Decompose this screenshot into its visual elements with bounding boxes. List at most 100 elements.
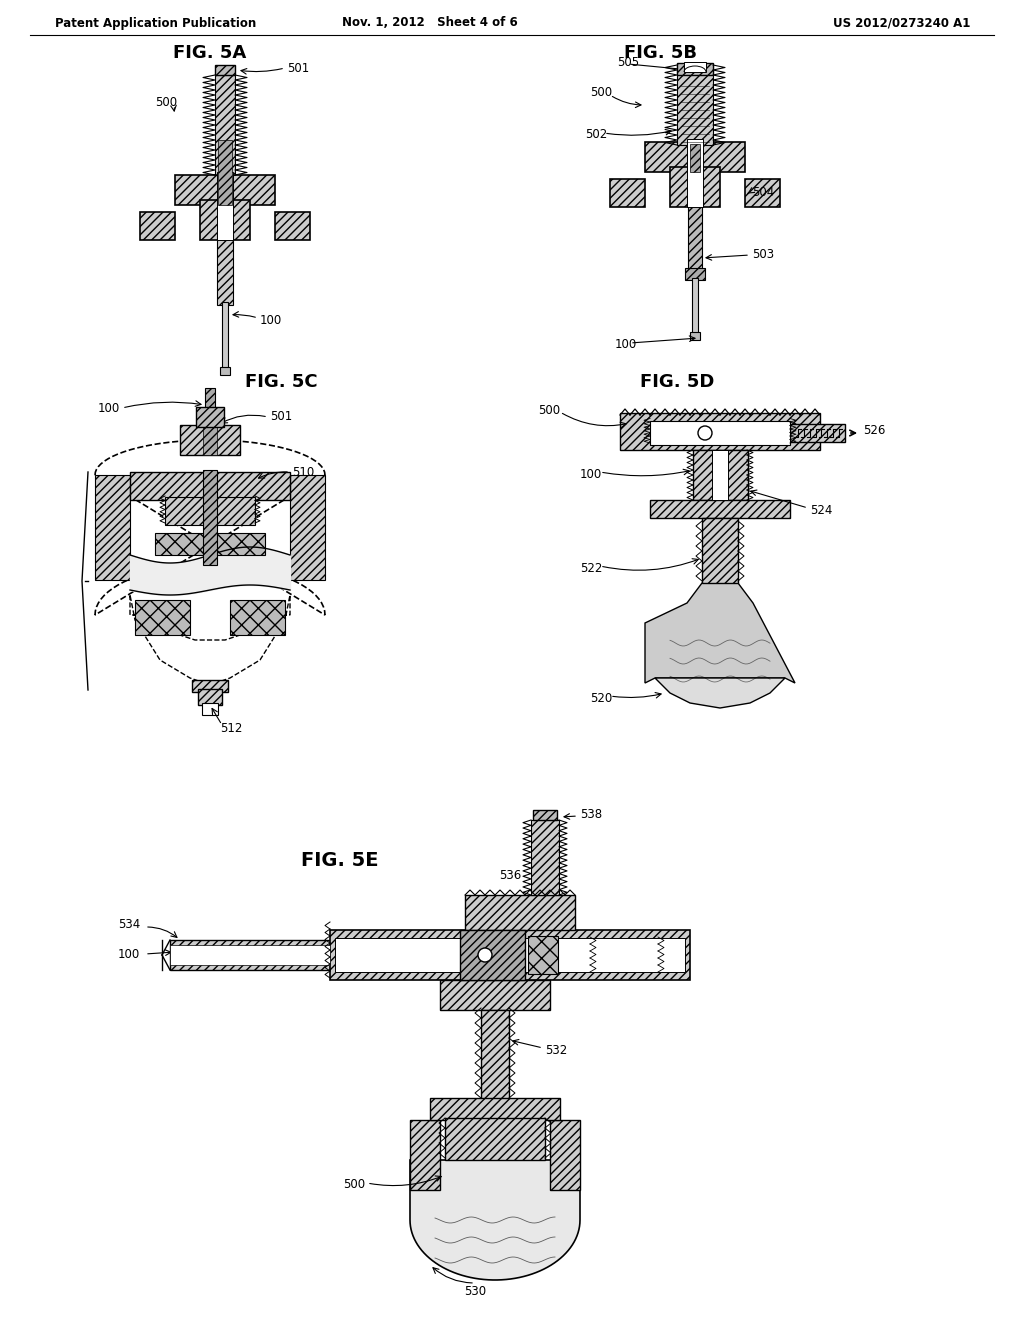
Text: Nov. 1, 2012   Sheet 4 of 6: Nov. 1, 2012 Sheet 4 of 6 [342,16,518,29]
Text: FIG. 5D: FIG. 5D [640,374,715,391]
Bar [650,500,790,517]
Text: FIG. 5B: FIG. 5B [624,44,696,62]
Text: FIG. 5C: FIG. 5C [245,374,317,391]
Bar [685,268,705,280]
Bar [275,213,310,240]
Bar [531,820,559,895]
Bar [620,413,820,450]
Text: 500: 500 [538,404,560,417]
Bar [222,302,228,370]
Text: US 2012/0273240 A1: US 2012/0273240 A1 [833,16,970,29]
Circle shape [698,426,712,440]
Bar [198,689,222,705]
Bar [430,1098,560,1119]
Text: 536: 536 [499,869,521,882]
Text: 510: 510 [292,466,314,479]
Bar [215,533,265,554]
Bar [481,1010,509,1100]
Bar [445,1118,545,1160]
Bar [335,939,685,972]
Bar [140,213,175,240]
Text: 501: 501 [270,411,292,424]
Text: 100: 100 [580,469,602,482]
Bar [465,895,575,931]
Bar [650,421,790,445]
Bar [220,367,230,375]
Bar [170,940,330,970]
Text: 512: 512 [220,722,243,734]
Text: FIG. 5E: FIG. 5E [301,850,379,870]
Text: 526: 526 [863,424,886,437]
Text: 532: 532 [545,1044,567,1056]
Bar [645,143,745,172]
Bar [218,140,232,205]
Bar [202,704,218,715]
Text: 502: 502 [585,128,607,141]
Bar [203,470,217,565]
Text: 100: 100 [260,314,283,326]
Bar [745,180,780,207]
Polygon shape [95,475,130,579]
Bar [440,979,550,1010]
Bar [165,498,255,525]
Text: 530: 530 [464,1284,486,1298]
Text: 505: 505 [617,55,639,69]
Bar [690,333,700,341]
Bar [217,172,233,240]
Polygon shape [410,1160,580,1280]
Text: 500: 500 [155,95,177,108]
Bar [203,425,217,455]
Text: 500: 500 [343,1179,365,1192]
Text: FIG. 5A: FIG. 5A [173,44,247,62]
Bar [534,810,557,820]
Bar [677,63,713,75]
Circle shape [478,948,492,962]
Bar [196,407,224,426]
Text: 100: 100 [118,949,140,961]
Bar [217,235,233,305]
Bar [790,424,845,442]
Bar [684,62,706,73]
Bar [550,1119,580,1191]
Polygon shape [290,475,325,579]
Bar [712,450,728,500]
Bar [688,205,702,271]
Bar [460,931,525,979]
Polygon shape [655,678,785,708]
Bar [690,144,700,172]
Bar [180,425,240,455]
Text: 100: 100 [97,401,120,414]
Text: 538: 538 [580,808,602,821]
Text: 520: 520 [590,692,612,705]
Bar [205,388,215,411]
Bar [130,473,290,500]
Bar [670,168,720,207]
Polygon shape [95,440,325,615]
Text: 500: 500 [590,86,612,99]
Bar [687,139,703,207]
Polygon shape [130,595,290,685]
Bar [215,75,234,176]
Text: 504: 504 [752,186,774,198]
Bar [135,601,190,635]
Bar [677,65,713,145]
Bar [170,945,330,965]
Bar [702,517,738,583]
Bar [230,601,285,635]
Bar [193,680,228,692]
Text: 522: 522 [580,561,602,574]
Text: Patent Application Publication: Patent Application Publication [55,16,256,29]
Bar [215,65,234,75]
Bar [692,279,698,335]
Bar [610,180,645,207]
Text: 100: 100 [615,338,637,351]
Bar [528,936,558,974]
Text: 534: 534 [118,919,140,932]
Bar [410,1119,440,1191]
Text: 501: 501 [287,62,309,74]
Bar [155,533,205,554]
Bar [330,931,690,979]
Text: 503: 503 [752,248,774,261]
Bar [200,201,250,240]
Bar [175,176,275,205]
